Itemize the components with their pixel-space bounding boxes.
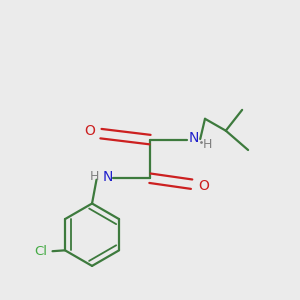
Text: N: N <box>188 131 199 145</box>
Text: H: H <box>203 138 212 152</box>
Text: H: H <box>90 170 99 183</box>
Text: O: O <box>84 124 95 138</box>
Text: O: O <box>198 179 209 193</box>
Text: N: N <box>102 170 113 184</box>
Text: Cl: Cl <box>35 245 48 258</box>
